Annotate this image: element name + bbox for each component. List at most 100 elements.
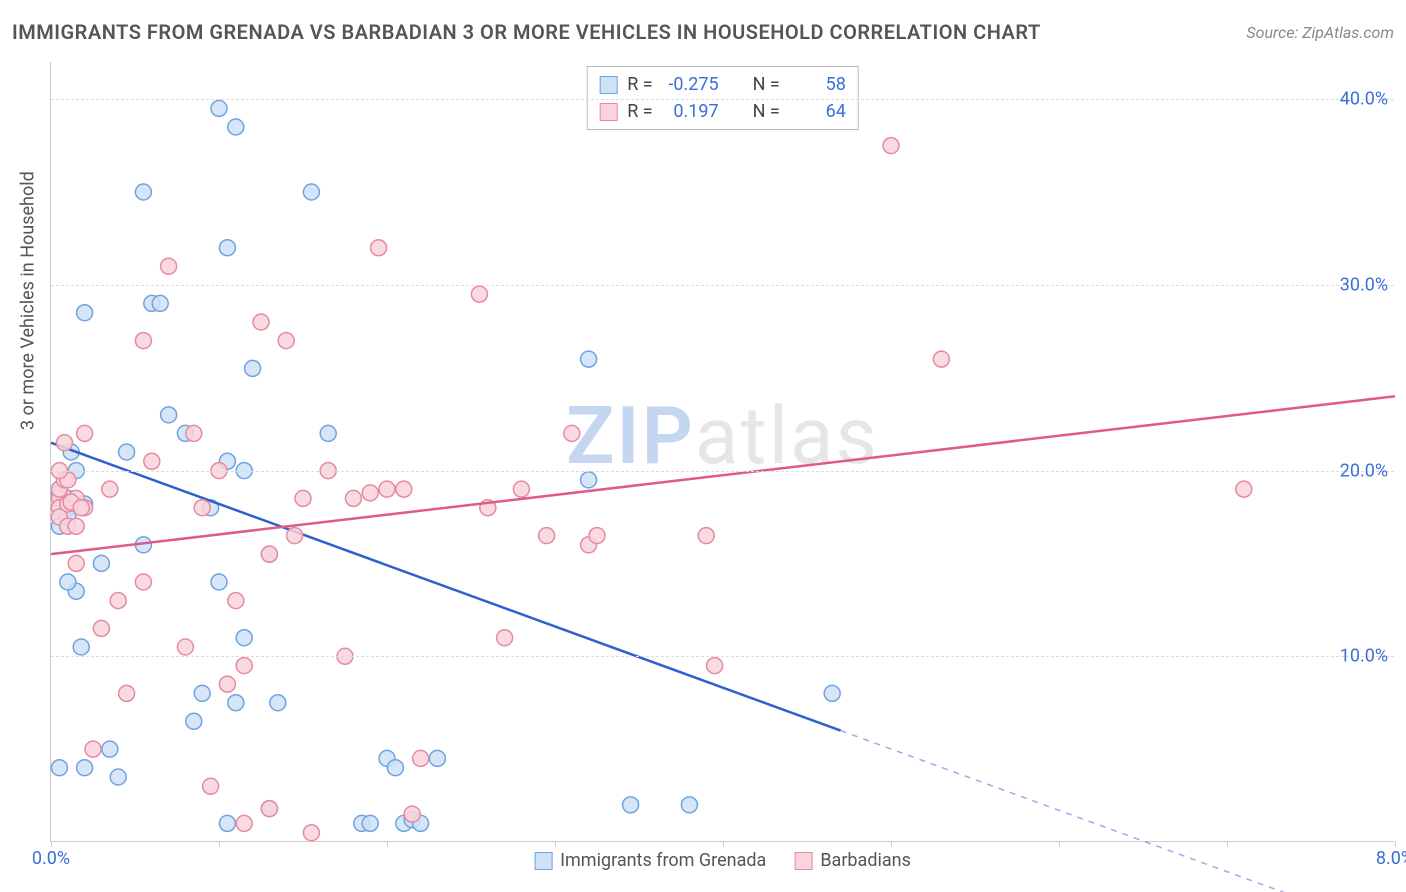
scatter-point-grenada <box>135 184 151 200</box>
scatter-point-barbadian <box>396 481 412 497</box>
scatter-point-grenada <box>194 685 210 701</box>
scatter-point-barbadian <box>203 778 219 794</box>
scatter-point-barbadian <box>497 630 513 646</box>
scatter-point-grenada <box>93 555 109 571</box>
series-legend: Immigrants from Grenada Barbadians <box>534 850 911 871</box>
scatter-point-barbadian <box>56 435 72 451</box>
scatter-point-barbadian <box>345 490 361 506</box>
stats-legend: R =-0.275N =58R =0.197N =64 <box>586 66 859 130</box>
gridline-horizontal <box>51 99 1394 100</box>
scatter-point-grenada <box>110 769 126 785</box>
scatter-point-grenada <box>119 444 135 460</box>
x-tick-mark <box>891 841 892 847</box>
scatter-point-barbadian <box>228 593 244 609</box>
swatch-grenada-icon <box>599 76 617 94</box>
scatter-point-barbadian <box>513 481 529 497</box>
scatter-point-grenada <box>51 760 67 776</box>
scatter-point-grenada <box>219 240 235 256</box>
scatter-point-barbadian <box>404 806 420 822</box>
scatter-point-grenada <box>270 695 286 711</box>
trend-line-grenada <box>51 443 841 731</box>
r-value: 0.197 <box>663 98 719 125</box>
scatter-point-grenada <box>73 639 89 655</box>
x-tick-label: 0.0% <box>32 848 70 869</box>
scatter-point-grenada <box>219 815 235 831</box>
scatter-point-barbadian <box>413 750 429 766</box>
scatter-point-barbadian <box>362 485 378 501</box>
legend-swatch-barbadian-icon <box>794 852 812 870</box>
stats-row-grenada: R =-0.275N =58 <box>599 71 846 98</box>
legend-item-barbadian: Barbadians <box>794 850 911 871</box>
scatter-point-barbadian <box>883 138 899 154</box>
x-tick-mark <box>51 841 52 847</box>
scatter-point-barbadian <box>261 801 277 817</box>
r-label: R = <box>627 71 652 98</box>
scatter-point-grenada <box>60 574 76 590</box>
scatter-point-barbadian <box>295 490 311 506</box>
gridline-horizontal <box>51 471 1394 472</box>
scatter-point-barbadian <box>933 351 949 367</box>
scatter-point-grenada <box>186 713 202 729</box>
trend-line-dashed-grenada <box>841 731 1395 892</box>
scatter-point-grenada <box>161 407 177 423</box>
trend-line-barbadian <box>51 396 1395 554</box>
scatter-point-barbadian <box>161 258 177 274</box>
scatter-point-grenada <box>681 797 697 813</box>
scatter-point-barbadian <box>219 676 235 692</box>
scatter-point-grenada <box>228 695 244 711</box>
scatter-point-grenada <box>824 685 840 701</box>
y-axis-label: 3 or more Vehicles in Household <box>18 171 39 430</box>
x-tick-mark <box>1227 841 1228 847</box>
gridline-horizontal <box>51 656 1394 657</box>
scatter-point-barbadian <box>85 741 101 757</box>
y-tick-label: 30.0% <box>1340 274 1388 295</box>
r-value: -0.275 <box>663 71 719 98</box>
swatch-barbadian-icon <box>599 103 617 121</box>
x-tick-mark <box>1395 841 1396 847</box>
scatter-point-grenada <box>429 750 445 766</box>
stats-row-barbadian: R =0.197N =64 <box>599 98 846 125</box>
scatter-point-grenada <box>211 574 227 590</box>
scatter-point-barbadian <box>68 518 84 534</box>
y-tick-label: 20.0% <box>1340 460 1388 481</box>
scatter-point-grenada <box>228 119 244 135</box>
scatter-point-barbadian <box>102 481 118 497</box>
scatter-point-barbadian <box>93 620 109 636</box>
scatter-point-barbadian <box>236 658 252 674</box>
scatter-point-grenada <box>77 760 93 776</box>
scatter-point-grenada <box>623 797 639 813</box>
scatter-point-barbadian <box>68 555 84 571</box>
scatter-point-barbadian <box>379 481 395 497</box>
legend-item-grenada: Immigrants from Grenada <box>534 850 766 871</box>
source-label: Source: ZipAtlas.com <box>1246 23 1394 42</box>
plot-area: ZIPatlas R =-0.275N =58R =0.197N =64 Imm… <box>50 62 1394 842</box>
chart-title: IMMIGRANTS FROM GRENADA VS BARBADIAN 3 O… <box>12 20 1041 44</box>
x-tick-mark <box>1059 841 1060 847</box>
scatter-point-barbadian <box>278 333 294 349</box>
scatter-point-barbadian <box>110 593 126 609</box>
scatter-point-barbadian <box>261 546 277 562</box>
scatter-point-grenada <box>102 741 118 757</box>
y-tick-label: 10.0% <box>1340 646 1388 667</box>
legend-label: Barbadians <box>820 850 911 871</box>
scatter-point-barbadian <box>1236 481 1252 497</box>
scatter-point-barbadian <box>589 528 605 544</box>
x-tick-mark <box>723 841 724 847</box>
r-label: R = <box>627 98 652 125</box>
scatter-point-barbadian <box>177 639 193 655</box>
scatter-point-barbadian <box>253 314 269 330</box>
scatter-point-grenada <box>320 425 336 441</box>
scatter-point-barbadian <box>698 528 714 544</box>
scatter-point-grenada <box>236 630 252 646</box>
scatter-point-barbadian <box>73 500 89 516</box>
scatter-svg <box>51 62 1394 841</box>
legend-label: Immigrants from Grenada <box>560 850 766 871</box>
scatter-point-grenada <box>362 815 378 831</box>
scatter-point-barbadian <box>186 425 202 441</box>
x-tick-mark <box>219 841 220 847</box>
chart-page: IMMIGRANTS FROM GRENADA VS BARBADIAN 3 O… <box>0 0 1406 892</box>
scatter-point-grenada <box>581 351 597 367</box>
x-tick-mark <box>555 841 556 847</box>
scatter-point-barbadian <box>194 500 210 516</box>
n-label: N = <box>753 98 780 125</box>
